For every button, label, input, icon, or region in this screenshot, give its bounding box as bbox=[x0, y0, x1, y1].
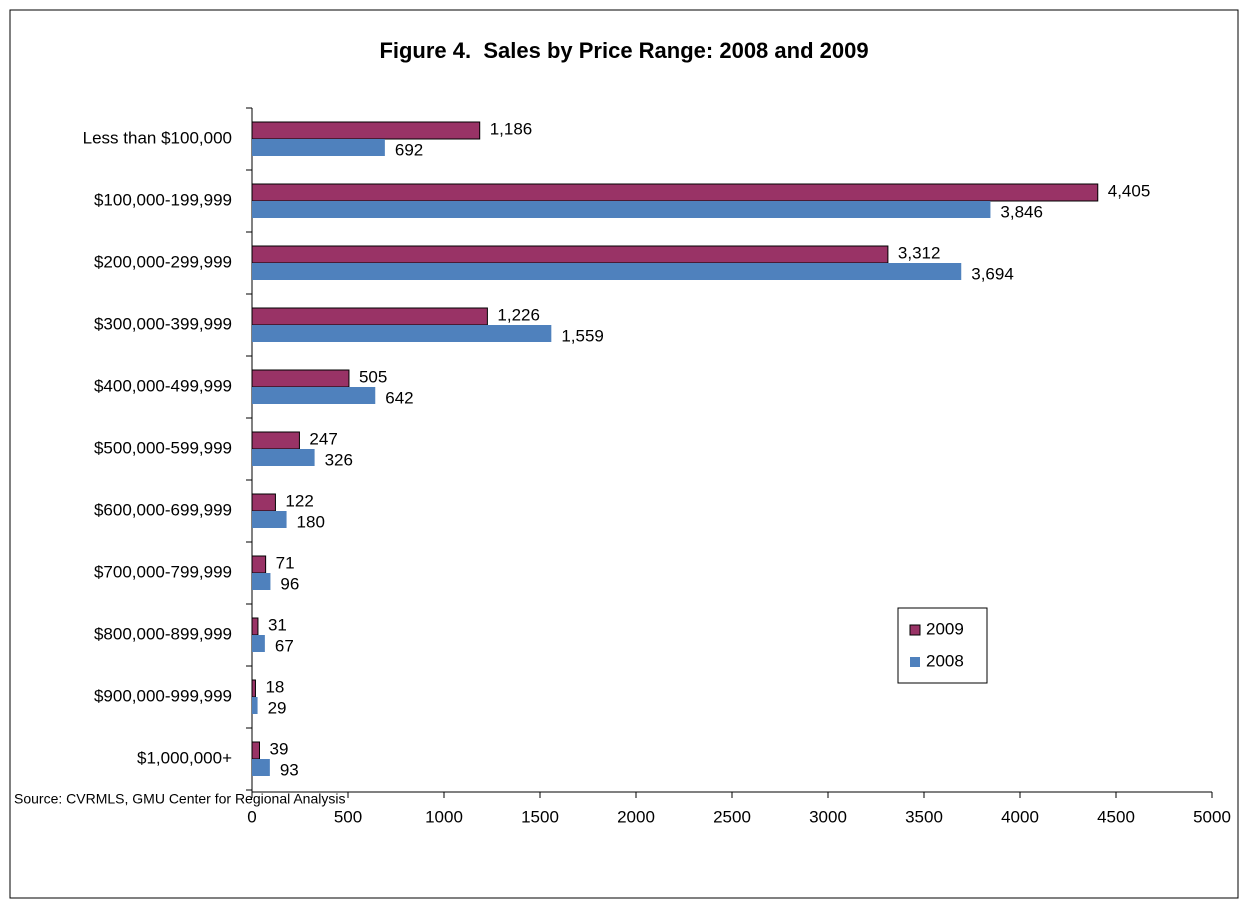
x-tick-label: 2000 bbox=[617, 807, 655, 826]
x-tick-label: 3500 bbox=[905, 807, 943, 826]
bar bbox=[252, 635, 265, 652]
data-label: 71 bbox=[276, 553, 295, 572]
bar bbox=[252, 573, 271, 590]
data-label: 692 bbox=[395, 140, 423, 159]
x-tick-label: 4000 bbox=[1001, 807, 1039, 826]
data-label: 1,226 bbox=[497, 305, 540, 324]
y-tick-label: $100,000-199,999 bbox=[94, 190, 232, 209]
data-label: 180 bbox=[297, 512, 325, 531]
bar bbox=[252, 201, 991, 218]
bar bbox=[251, 431, 300, 450]
bar bbox=[251, 121, 481, 140]
bar bbox=[251, 183, 1099, 202]
y-tick-label: $800,000-899,999 bbox=[94, 624, 232, 643]
x-tick-label: 0 bbox=[247, 807, 256, 826]
bar bbox=[252, 759, 270, 776]
data-label: 93 bbox=[280, 760, 299, 779]
bar bbox=[251, 555, 267, 574]
data-label: 122 bbox=[285, 491, 313, 510]
bar bbox=[252, 263, 962, 280]
data-label: 96 bbox=[280, 574, 299, 593]
chart-title: Figure 4. Sales by Price Range: 2008 and… bbox=[379, 38, 868, 63]
y-tick-label: $300,000-399,999 bbox=[94, 314, 232, 333]
y-tick-label: $1,000,000+ bbox=[137, 748, 232, 767]
y-tick-label: $700,000-799,999 bbox=[94, 562, 232, 581]
x-tick-label: 5000 bbox=[1193, 807, 1231, 826]
data-label: 326 bbox=[325, 450, 353, 469]
data-label: 642 bbox=[385, 388, 413, 407]
source-note: Source: CVRMLS, GMU Center for Regional … bbox=[14, 791, 345, 807]
data-label: 505 bbox=[359, 367, 387, 386]
y-tick-label: $900,000-999,999 bbox=[94, 686, 232, 705]
bar bbox=[252, 511, 287, 528]
legend-swatch bbox=[909, 624, 921, 636]
bar bbox=[251, 679, 256, 698]
data-label: 18 bbox=[265, 677, 284, 696]
y-tick-label: $500,000-599,999 bbox=[94, 438, 232, 457]
x-tick-label: 1500 bbox=[521, 807, 559, 826]
y-tick-label: $400,000-499,999 bbox=[94, 376, 232, 395]
data-label: 247 bbox=[309, 429, 337, 448]
bar bbox=[251, 493, 276, 512]
data-label: 1,559 bbox=[561, 326, 604, 345]
bar bbox=[251, 369, 350, 388]
bar bbox=[251, 741, 260, 760]
bar bbox=[252, 139, 385, 156]
legend-swatch bbox=[910, 657, 920, 667]
x-tick-label: 2500 bbox=[713, 807, 751, 826]
y-tick-label: $600,000-699,999 bbox=[94, 500, 232, 519]
bar bbox=[251, 245, 889, 264]
data-label: 3,694 bbox=[971, 264, 1014, 283]
bar bbox=[251, 307, 488, 326]
y-tick-label: $200,000-299,999 bbox=[94, 252, 232, 271]
x-tick-label: 500 bbox=[334, 807, 362, 826]
bar bbox=[252, 697, 258, 714]
x-tick-label: 3000 bbox=[809, 807, 847, 826]
chart-frame bbox=[9, 9, 1239, 899]
data-label: 67 bbox=[275, 636, 294, 655]
data-label: 31 bbox=[268, 615, 287, 634]
data-label: 1,186 bbox=[490, 119, 533, 138]
x-tick-label: 4500 bbox=[1097, 807, 1135, 826]
y-tick-label: Less than $100,000 bbox=[83, 128, 232, 147]
legend-label: 2009 bbox=[926, 619, 964, 638]
bar bbox=[251, 617, 259, 636]
x-tick-label: 1000 bbox=[425, 807, 463, 826]
legend-box bbox=[897, 607, 988, 684]
data-label: 4,405 bbox=[1108, 181, 1151, 200]
bar bbox=[252, 449, 315, 466]
data-label: 3,846 bbox=[1000, 202, 1043, 221]
data-label: 29 bbox=[268, 698, 287, 717]
data-label: 39 bbox=[269, 739, 288, 758]
bar bbox=[252, 325, 552, 342]
bar bbox=[252, 387, 376, 404]
data-label: 3,312 bbox=[898, 243, 941, 262]
legend-label: 2008 bbox=[926, 651, 964, 670]
